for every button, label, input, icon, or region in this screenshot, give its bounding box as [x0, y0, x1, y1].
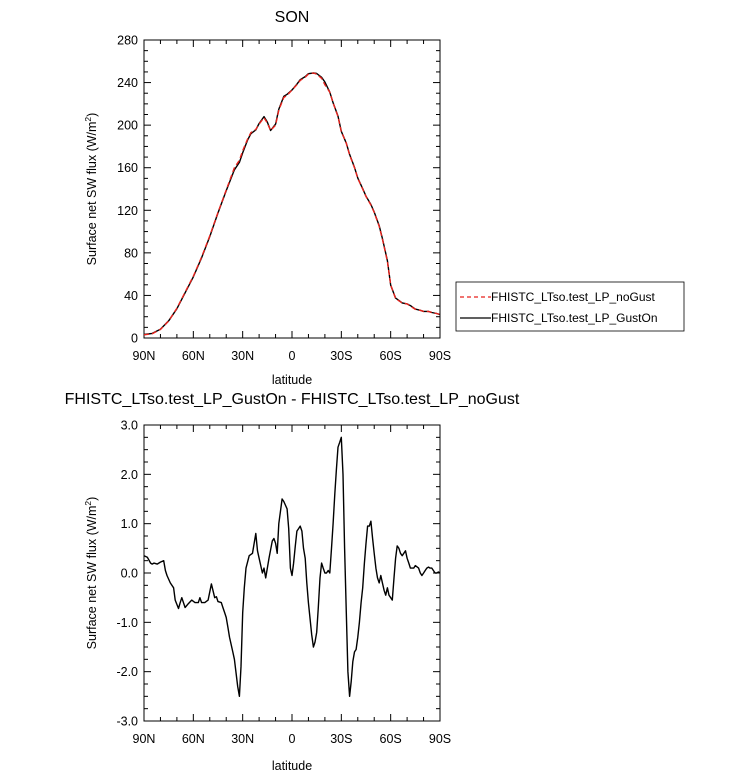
- y-tick-label: 0.0: [121, 567, 138, 581]
- y-tick-label: -2.0: [116, 665, 138, 679]
- plot-frame: [143, 39, 441, 339]
- y-axis-label: Surface net SW flux (W/m2): [83, 497, 99, 650]
- y-axis-label: Surface net SW flux (W/m2): [83, 113, 99, 266]
- tick-labels: 90N 60N 30N 0 30S 60S 90S -3.0 -2.0 -1.0 0.0 1.0 2.0…: [116, 419, 451, 747]
- y-tick-label: 40: [124, 289, 138, 303]
- series-lines: [143, 72, 441, 336]
- x-tick-label: 90S: [429, 732, 451, 746]
- x-tick-label: 60S: [380, 349, 402, 363]
- tick-marks: [143, 424, 441, 722]
- x-tick-label: 90N: [133, 349, 156, 363]
- x-axis-label: latitude: [272, 759, 312, 773]
- x-tick-label: 30N: [231, 732, 254, 746]
- difference-line: [143, 436, 441, 697]
- y-tick-label: 240: [117, 76, 138, 90]
- y-tick-label: 200: [117, 119, 138, 133]
- y-tick-label: 280: [117, 34, 138, 48]
- y-tick-label: -3.0: [116, 715, 138, 729]
- x-tick-label: 60N: [182, 732, 205, 746]
- tick-marks: [143, 39, 441, 339]
- y-tick-label: 80: [124, 246, 138, 260]
- x-tick-label: 90N: [133, 732, 156, 746]
- legend: FHISTC_LTso.test_LP_noGust FHISTC_LTso.t…: [455, 281, 685, 332]
- x-tick-label: 90S: [429, 349, 451, 363]
- x-tick-label: 30S: [330, 732, 352, 746]
- x-tick-label: 30N: [231, 349, 254, 363]
- y-tick-label: 0: [131, 332, 138, 346]
- series-line-nogust: [143, 72, 441, 336]
- x-tick-label: 0: [289, 732, 296, 746]
- series-line-guston: [143, 72, 441, 336]
- panel-2: FHISTC_LTso.test_LP_GustOn - FHISTC_LTso…: [65, 391, 520, 773]
- legend-box: [455, 281, 685, 332]
- x-tick-label: 60S: [380, 732, 402, 746]
- x-tick-label: 30S: [330, 349, 352, 363]
- legend-label-guston: FHISTC_LTso.test_LP_GustOn: [491, 311, 658, 325]
- chart-title: FHISTC_LTso.test_LP_GustOn - FHISTC_LTso…: [65, 391, 520, 408]
- y-tick-label: -1.0: [116, 616, 138, 630]
- tick-labels: 90N 60N 30N 0 30S 60S 90S 0 40 80 120 160 200 240 280: [117, 34, 451, 364]
- series-lines: [143, 436, 441, 697]
- y-tick-label: 2.0: [121, 468, 138, 482]
- legend-label-nogust: FHISTC_LTso.test_LP_noGust: [491, 290, 656, 304]
- panel-1: SON 90N 60N 30N 0 30S 60S 90S 0 40 80 120 160 200 240…: [83, 9, 685, 387]
- chart-title: SON: [275, 9, 310, 26]
- x-axis-label: latitude: [272, 373, 312, 387]
- y-tick-label: 1.0: [121, 517, 138, 531]
- y-tick-label: 3.0: [121, 419, 138, 433]
- x-tick-label: 60N: [182, 349, 205, 363]
- y-tick-label: 120: [117, 204, 138, 218]
- x-tick-label: 0: [289, 349, 296, 363]
- y-tick-label: 160: [117, 161, 138, 175]
